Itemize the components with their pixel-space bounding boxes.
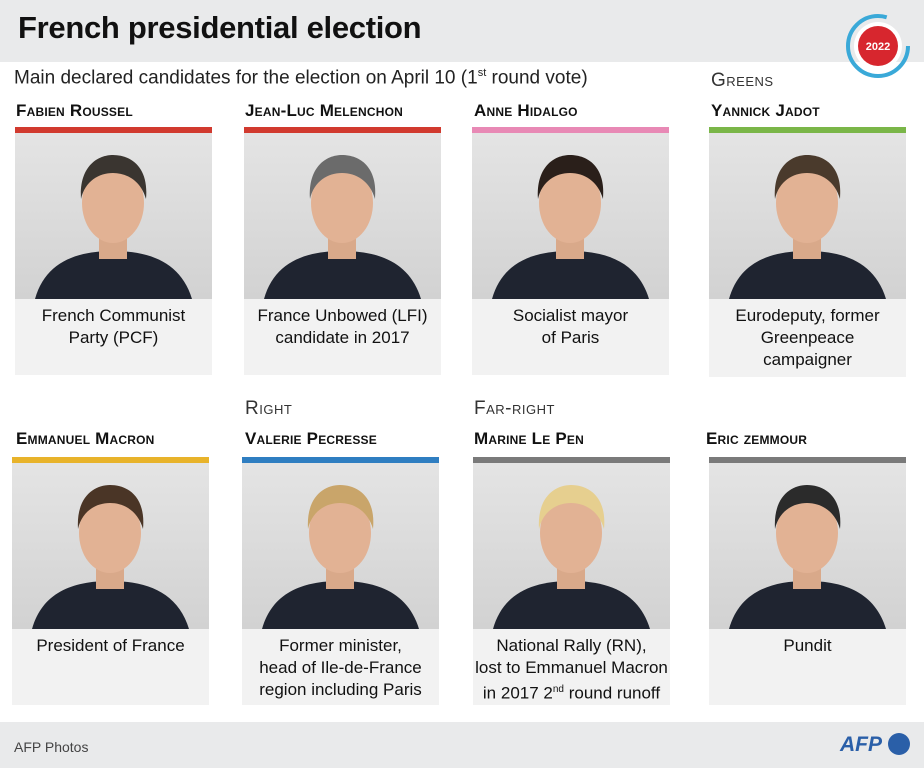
candidate-card: National Rally (RN), lost to Emmanuel Mac… bbox=[473, 457, 670, 705]
candidate-name: Anne Hidalgo bbox=[474, 101, 578, 120]
candidate-photo bbox=[244, 133, 441, 299]
page-title: French presidential election bbox=[18, 10, 422, 45]
candidate-caption: National Rally (RN), lost to Emmanuel Mac… bbox=[475, 636, 668, 703]
group-label-right: Right bbox=[245, 398, 293, 419]
portrait-silhouette-icon bbox=[32, 485, 189, 629]
candidate-name: Fabien Roussel bbox=[16, 101, 133, 120]
candidate-caption: President of France bbox=[36, 636, 185, 655]
candidate-caption: France Unbowed (LFI) candidate in 2017 bbox=[257, 306, 428, 347]
candidate-name: Marine Le Pen bbox=[474, 429, 584, 448]
subtitle: Main declared candidates for the electio… bbox=[14, 67, 588, 89]
candidate-card: French Communist Party (PCF) bbox=[15, 127, 212, 375]
candidate-name: Yannick Jadot bbox=[711, 101, 820, 120]
party-color-bar bbox=[244, 127, 441, 133]
candidate-name: Emmanuel Macron bbox=[16, 429, 155, 448]
candidate-caption: Pundit bbox=[783, 636, 832, 655]
party-color-bar bbox=[709, 127, 906, 133]
group-label-greens: Greens bbox=[711, 70, 774, 91]
candidate-card: Pundit bbox=[709, 457, 906, 705]
candidate-photo bbox=[15, 133, 212, 299]
portrait-silhouette-icon bbox=[492, 155, 649, 299]
afp-logo: AFP bbox=[840, 733, 882, 756]
portrait-silhouette-icon bbox=[729, 155, 886, 299]
candidate-name: Jean-Luc Melenchon bbox=[245, 101, 403, 120]
candidate-name: Eric zemmour bbox=[706, 429, 808, 448]
candidate-card: President of France bbox=[12, 457, 209, 705]
candidate-photo bbox=[709, 133, 906, 299]
photo-credit: AFP Photos bbox=[14, 739, 89, 755]
candidate-card: Former minister, head of Ile-de-France reg… bbox=[242, 457, 439, 705]
candidate-caption: Socialist mayor of Paris bbox=[512, 306, 629, 347]
header-bar bbox=[0, 0, 924, 62]
portrait-silhouette-icon bbox=[729, 485, 886, 629]
candidate-caption: Eurodeputy, former Greenpeace campaigner bbox=[735, 306, 880, 369]
party-color-bar bbox=[472, 127, 669, 133]
group-label-far-right: Far-right bbox=[474, 398, 555, 419]
candidate-photo bbox=[242, 463, 439, 629]
afp-logo-dot-icon bbox=[888, 733, 910, 755]
portrait-silhouette-icon bbox=[264, 155, 421, 299]
election-2022-badge-icon: 2022 bbox=[846, 14, 910, 78]
portrait-silhouette-icon bbox=[493, 485, 650, 629]
candidate-card: Socialist mayor of Paris bbox=[472, 127, 669, 375]
party-color-bar bbox=[473, 457, 670, 463]
party-color-bar bbox=[12, 457, 209, 463]
portrait-silhouette-icon bbox=[262, 485, 419, 629]
candidate-photo bbox=[709, 463, 906, 629]
candidate-name: Valerie Pecresse bbox=[245, 429, 377, 448]
footer-bar bbox=[0, 722, 924, 768]
candidate-photo bbox=[472, 133, 669, 299]
party-color-bar bbox=[709, 457, 906, 463]
candidate-card: France Unbowed (LFI) candidate in 2017 bbox=[244, 127, 441, 375]
candidate-card: Eurodeputy, former Greenpeace campaigner bbox=[709, 127, 906, 377]
portrait-silhouette-icon bbox=[35, 155, 192, 299]
party-color-bar bbox=[15, 127, 212, 133]
party-color-bar bbox=[242, 457, 439, 463]
candidate-photo bbox=[473, 463, 670, 629]
badge-year: 2022 bbox=[866, 41, 890, 53]
candidate-caption: French Communist Party (PCF) bbox=[41, 306, 186, 347]
candidate-caption: Former minister, head of Ile-de-France reg… bbox=[259, 636, 422, 699]
candidate-photo bbox=[12, 463, 209, 629]
